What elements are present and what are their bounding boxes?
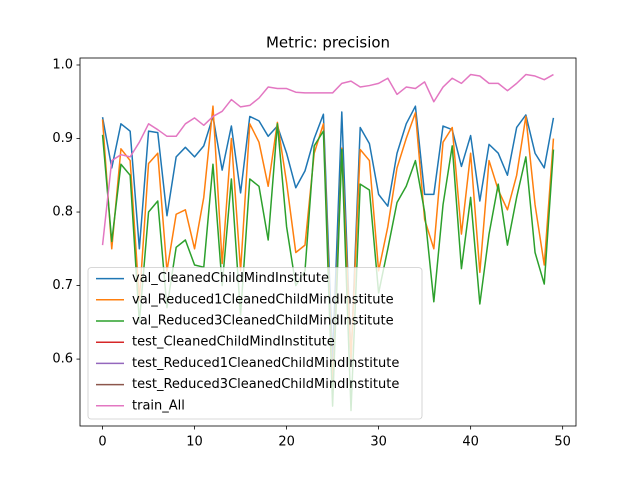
legend-box (87, 267, 423, 420)
x-tick-label: 50 (554, 435, 571, 450)
y-tick-label: 0.8 (52, 205, 73, 220)
x-tick-label: 30 (370, 435, 387, 450)
legend-label: test_Reduced1CleanedChildMindInstitute (132, 356, 399, 371)
legend-label: val_Reduced3CleanedChildMindInstitute (132, 314, 394, 329)
chart-title: Metric: precision (266, 34, 390, 52)
legend-label: test_Reduced3CleanedChildMindInstitute (132, 377, 399, 392)
y-tick-label: 0.7 (52, 278, 73, 293)
y-tick-label: 1.0 (52, 57, 73, 72)
x-tick-label: 20 (278, 435, 295, 450)
legend-label: val_Reduced1CleanedChildMindInstitute (132, 292, 394, 307)
legend-label: test_CleanedChildMindInstitute (132, 335, 335, 350)
plot-frame (79, 57, 577, 427)
y-tick-label: 0.6 (52, 352, 73, 367)
x-tick-label: 0 (98, 435, 106, 450)
series-line (101, 73, 554, 246)
x-tick-label: 40 (462, 435, 479, 450)
legend-label: val_CleanedChildMindInstitute (132, 271, 329, 286)
x-tick-label: 10 (186, 435, 203, 450)
legend-label: train_All (132, 398, 185, 413)
y-tick-label: 0.9 (52, 131, 73, 146)
